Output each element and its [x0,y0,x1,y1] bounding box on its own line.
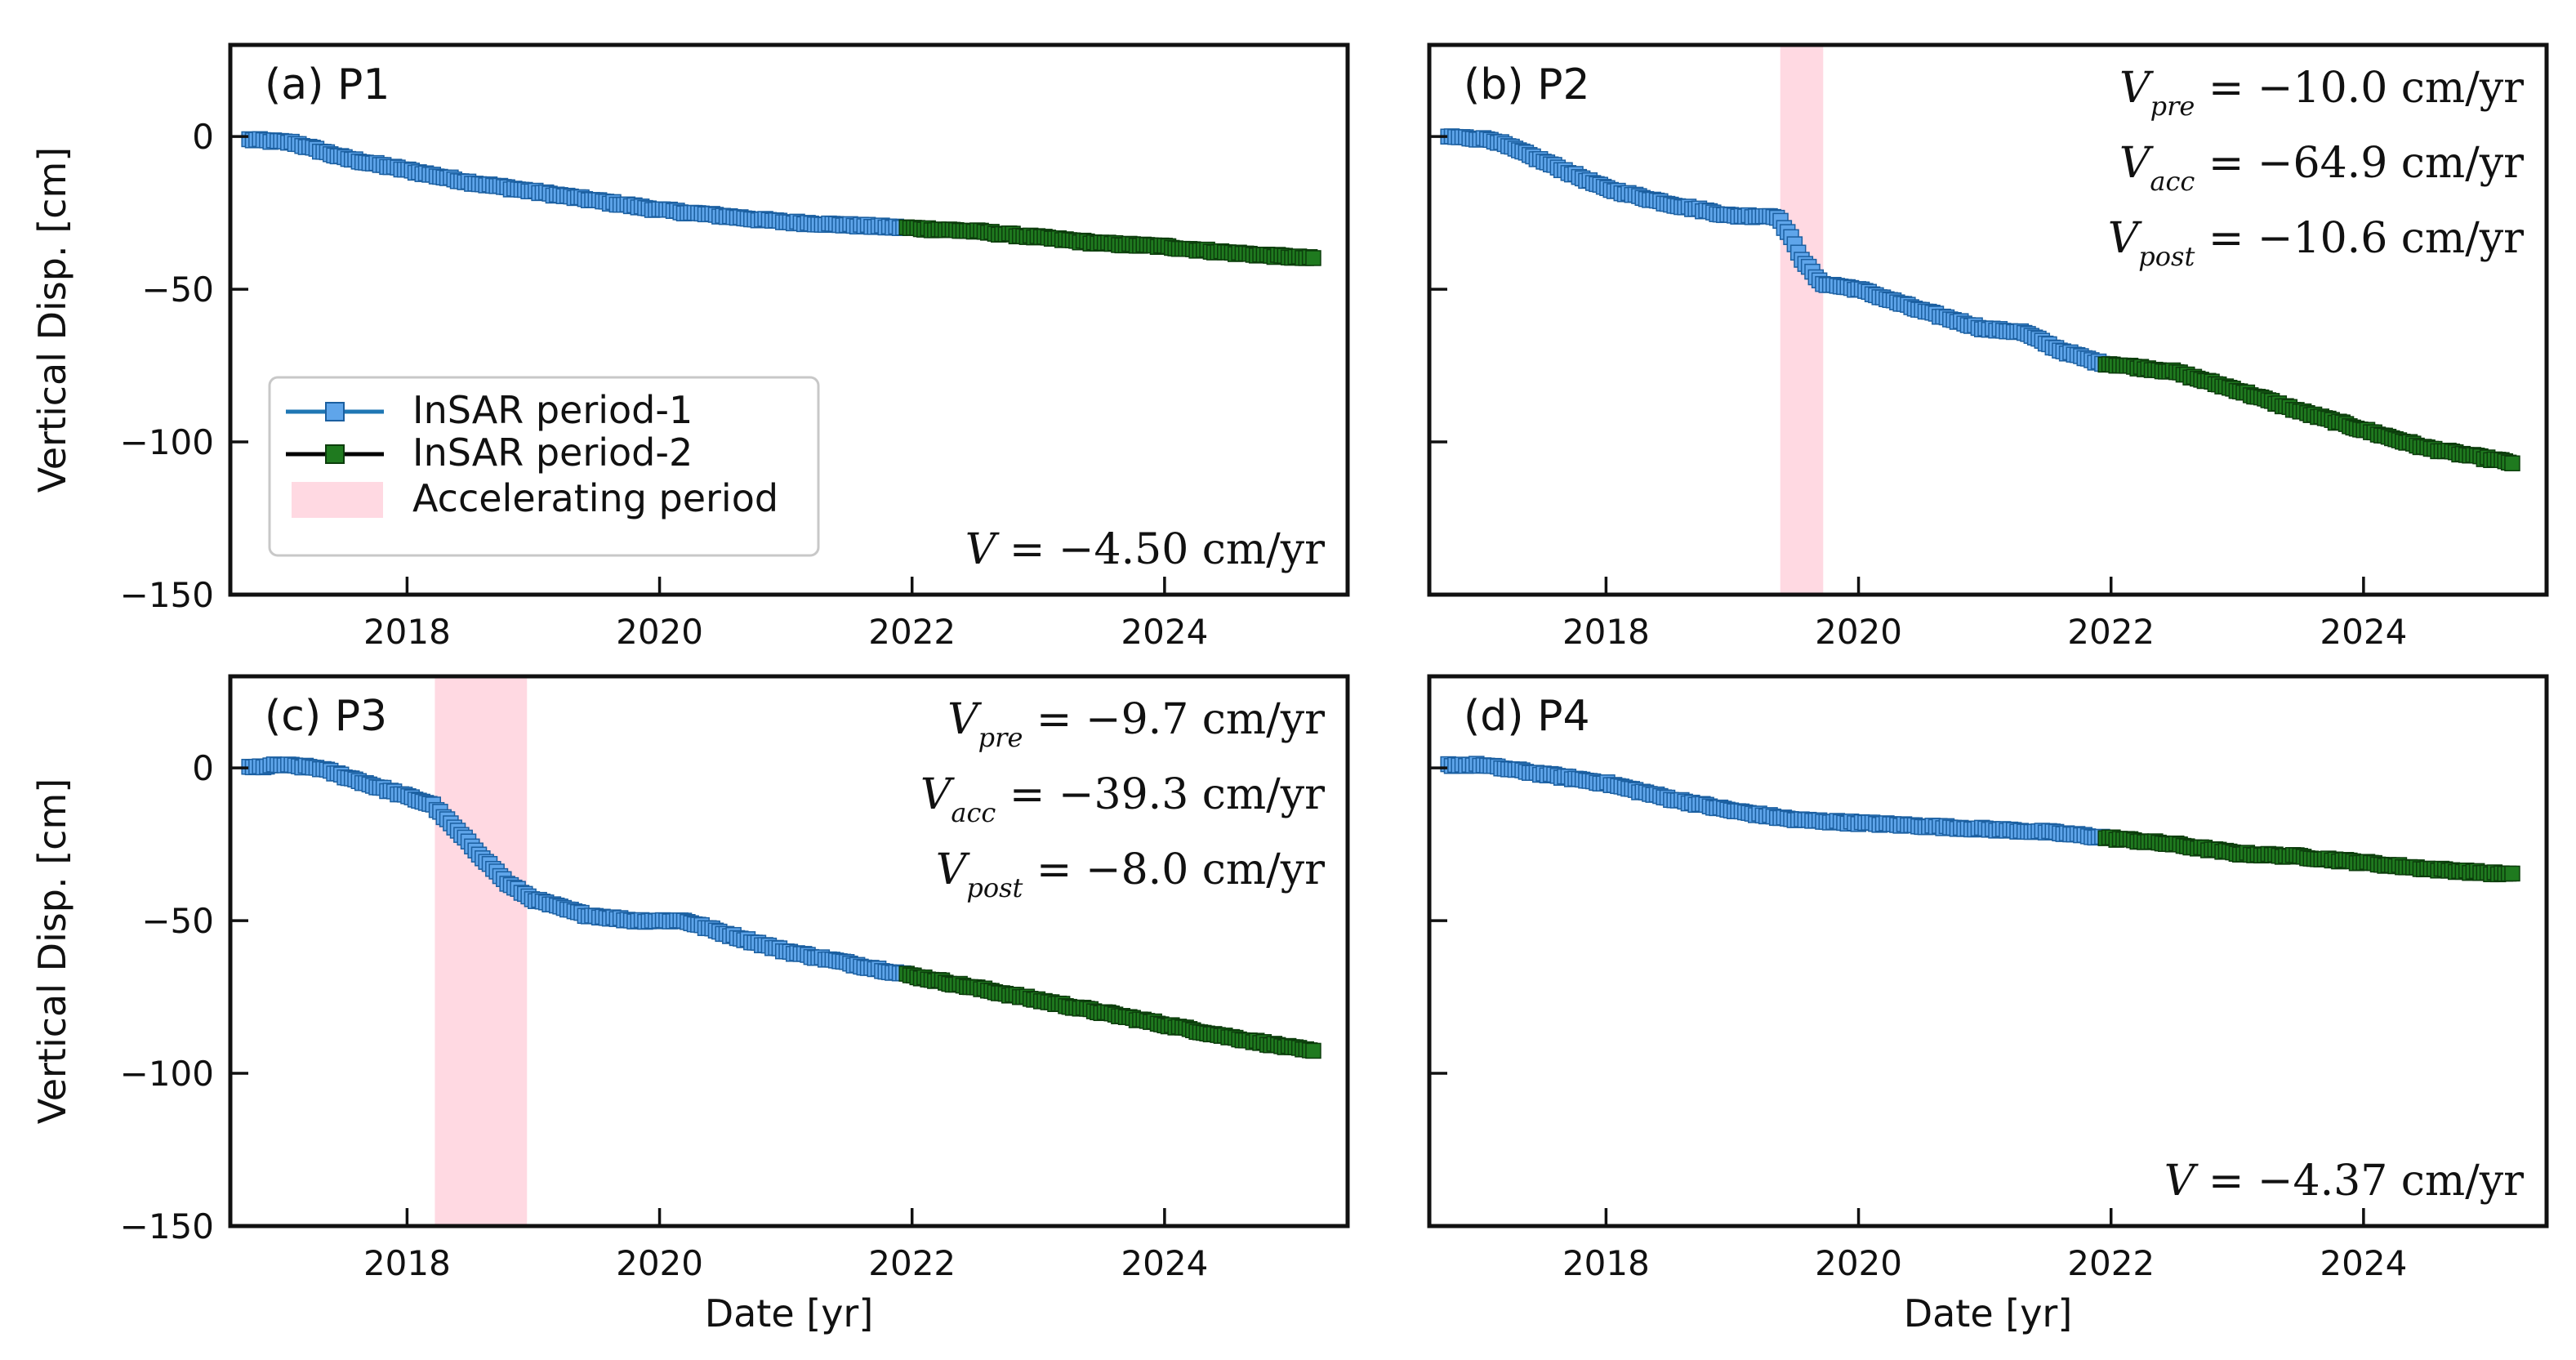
legend-frame [268,376,820,557]
legend-label: Accelerating period [412,476,778,520]
panel-a: 0 −50 −100 −150 2018 2020 2022 2024 Vertical Dis… [30,42,1350,652]
velocity-annotation: Vacc = −39.3 cm/yr [920,770,1325,828]
series-insar-period-2 [898,965,1321,1059]
series-insar-period-1 [1440,756,2110,846]
legend-swatch-accelerating [292,482,383,518]
series-insar-period-1 [241,756,911,982]
y-tick-label: 0 [192,748,214,788]
data-point-period-2 [2504,455,2520,472]
x-tick-label: 2020 [1815,1243,1902,1283]
velocity-annotation: Vpost = −8.0 cm/yr [936,845,1325,903]
y-axis-label: Vertical Disp. [cm] [30,778,74,1124]
x-axis-label: Date [yr] [705,1291,874,1335]
data-point-period-2 [1305,250,1321,266]
data-point-period-2 [1305,1042,1321,1059]
series-insar-period-1 [241,131,911,236]
y-tick-label: −100 [120,422,214,462]
x-tick-label: 2020 [616,1243,703,1283]
x-tick-label: 2018 [363,612,451,652]
x-tick-label: 2024 [2320,1243,2407,1283]
panel-frame [1427,674,2549,1228]
x-tick-label: 2024 [1121,612,1208,652]
velocity-annotation: V = −4.37 cm/yr [2164,1157,2524,1206]
series-insar-period-1 [1440,128,2110,372]
x-tick-label: 2022 [2067,1243,2155,1283]
legend-label: InSAR period-2 [412,430,693,475]
y-tick-label: −150 [120,1206,214,1246]
x-tick-label: 2020 [616,612,703,652]
legend-marker-period-2 [325,444,345,464]
panel-b: 2018 2020 2022 2024 (b) P2 Vpre = −10.0 cm/yr… [1427,42,2549,652]
velocity-annotation: V = −4.50 cm/yr [965,525,1325,574]
x-axis-label: Date [yr] [1904,1291,2073,1335]
y-tick-label: 0 [192,117,214,157]
x-tick-label: 2020 [1815,612,1902,652]
y-tick-label: −100 [120,1054,214,1094]
x-tick-label: 2022 [868,1243,956,1283]
series-insar-period-2 [2097,356,2520,472]
x-tick-label: 2022 [868,612,956,652]
panel-title: (d) P4 [1464,692,1590,741]
series-insar-period-2 [2097,829,2520,883]
panel-c: 0 −50 −100 −150 2018 2020 2022 2024 Vertical Dis… [30,674,1350,1335]
panel-title: (c) P3 [265,692,387,741]
panel-frame [228,42,1350,597]
legend-label: InSAR period-1 [412,388,693,432]
panel-frame [1427,42,2549,597]
velocity-annotation: Vpost = −10.6 cm/yr [2108,214,2524,272]
x-tick-label: 2018 [1562,1243,1650,1283]
x-tick-label: 2018 [1562,612,1650,652]
accelerating-period-band [1780,45,1824,595]
panel-d: 2018 2020 2022 2024 Date [yr] (d) P4 V = −4.37… [1427,674,2549,1335]
y-tick-label: −150 [120,575,214,615]
y-tick-label: −50 [141,270,214,310]
velocity-annotation: Vacc = −64.9 cm/yr [2119,139,2524,197]
panel-title: (a) P1 [265,60,390,109]
velocity-annotation: Vpre = −10.0 cm/yr [2119,64,2524,122]
data-point-period-2 [2504,865,2520,882]
x-tick-label: 2024 [1121,1243,1208,1283]
accelerating-period-band [435,676,528,1226]
y-axis-label: Vertical Disp. [cm] [30,147,74,493]
x-tick-label: 2024 [2320,612,2407,652]
panel-title: (b) P2 [1464,60,1590,109]
panel-frame [228,674,1350,1228]
x-tick-label: 2022 [2067,612,2155,652]
x-tick-label: 2018 [363,1243,451,1283]
legend-marker-period-1 [325,402,345,421]
velocity-annotation: Vpre = −9.7 cm/yr [947,695,1325,753]
y-tick-label: −50 [141,901,214,941]
series-insar-period-2 [898,219,1321,266]
